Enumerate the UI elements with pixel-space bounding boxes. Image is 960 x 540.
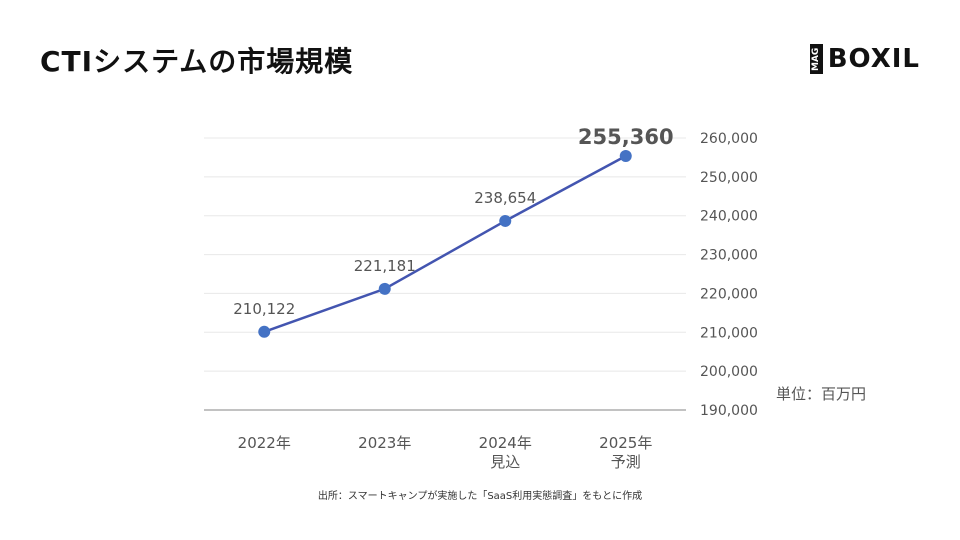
y-tick-label: 200,000 [700, 364, 758, 380]
y-tick-label: 230,000 [700, 248, 758, 264]
x-tick-label: 2025年予測 [599, 434, 652, 471]
x-axis-ticks: 2022年 2023年 2024年見込 2025年予測 [238, 434, 653, 471]
y-tick-label: 240,000 [700, 209, 758, 225]
data-point [619, 150, 632, 163]
data-label-highlight: 255,360 [578, 125, 674, 149]
series-line [263, 154, 627, 333]
unit-label: 単位：百万円 [776, 385, 867, 403]
data-point [378, 282, 391, 295]
boxil-logo: MAG BOXIL [809, 44, 920, 74]
source-note: 出所：スマートキャンプが実施した「SaaS利用実態調査」をもとに作成 [317, 491, 643, 502]
page-title: CTIシステムの市場規模 [40, 45, 354, 78]
data-labels: 210,122 221,181 238,654 255,360 [233, 125, 673, 318]
y-tick-label: 250,000 [700, 170, 758, 186]
data-label: 210,122 [233, 300, 295, 318]
series-line-path [263, 154, 627, 333]
y-tick-label: 210,000 [700, 325, 758, 341]
x-tick-label: 2022年 [238, 434, 291, 452]
y-tick-label: 260,000 [700, 131, 758, 147]
data-point [499, 214, 512, 227]
x-tick-label: 2023年 [358, 434, 411, 452]
data-point [258, 325, 271, 338]
data-label: 238,654 [474, 189, 536, 207]
y-tick-label: 190,000 [700, 403, 758, 419]
gridlines [204, 137, 686, 372]
y-axis-ticks: 190,000 200,000 210,000 220,000 230,000 240,0… [700, 131, 758, 419]
logo-text: BOXIL [827, 44, 920, 74]
x-tick-label: 2024年見込 [479, 434, 532, 471]
y-tick-label: 220,000 [700, 286, 758, 302]
data-label: 221,181 [354, 257, 416, 275]
data-points [258, 150, 632, 338]
